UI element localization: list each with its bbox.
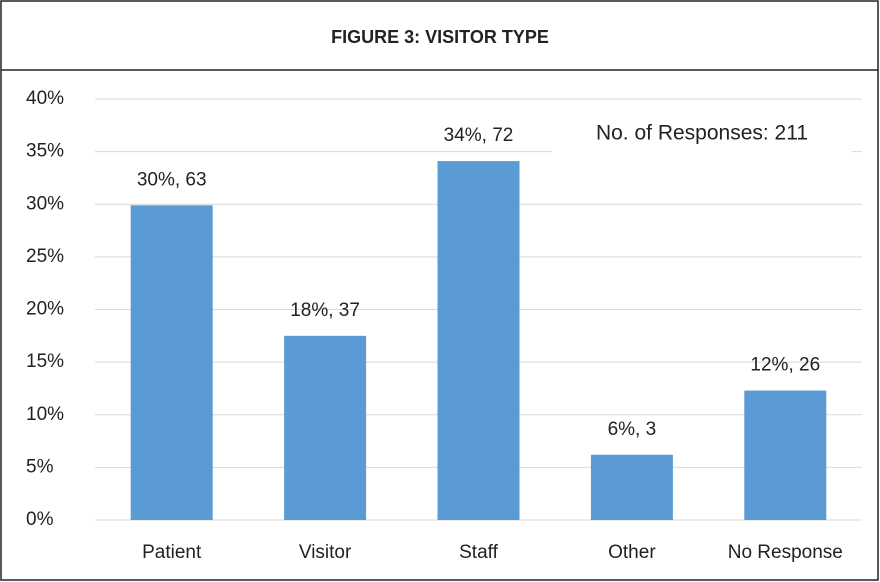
x-tick-label: Visitor — [299, 542, 352, 563]
y-tick-label: 25% — [26, 246, 64, 267]
bar — [744, 390, 827, 520]
data-label: 18%, 37 — [290, 300, 360, 321]
bar — [284, 335, 367, 520]
y-tick-label: 20% — [26, 299, 64, 320]
bar — [590, 454, 673, 520]
y-tick-label: 40% — [26, 88, 64, 109]
x-tick-label: Patient — [142, 542, 202, 563]
data-label: 12%, 26 — [750, 355, 820, 376]
y-tick-label: 30% — [26, 193, 64, 214]
y-tick-label: 0% — [26, 509, 54, 530]
data-label: 30%, 63 — [137, 169, 207, 190]
annotation: No. of Responses: 211 — [596, 122, 808, 145]
x-tick-label: Other — [608, 542, 656, 563]
x-tick-label: Staff — [459, 542, 498, 563]
annotation-backdrop — [552, 112, 852, 156]
y-tick-label: 10% — [26, 404, 64, 425]
y-tick-label: 15% — [26, 351, 64, 372]
y-tick-label: 5% — [26, 456, 54, 477]
bar — [437, 161, 520, 520]
data-label: 34%, 72 — [444, 125, 514, 146]
y-tick-label: 35% — [26, 141, 64, 162]
data-label: 6%, 3 — [608, 419, 657, 440]
bar — [130, 205, 213, 521]
chart-title: FIGURE 3: VISITOR TYPE — [331, 27, 549, 47]
x-tick-label: No Response — [728, 542, 843, 563]
